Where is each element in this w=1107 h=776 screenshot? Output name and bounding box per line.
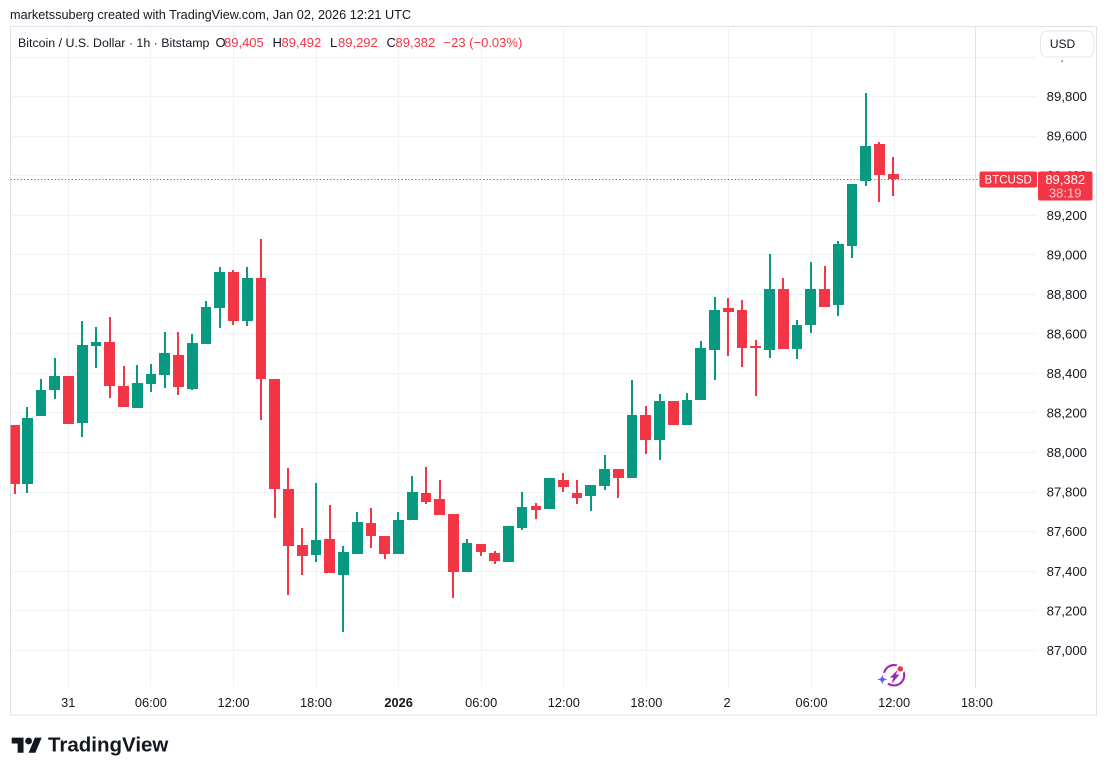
svg-text:06:00: 06:00	[795, 695, 827, 710]
svg-text:87,600: 87,600	[1047, 524, 1087, 539]
svg-text:89,492: 89,492	[282, 35, 322, 50]
svg-text:87,000: 87,000	[1047, 643, 1087, 658]
svg-text:marketssuberg created with Tra: marketssuberg created with TradingView.c…	[10, 8, 411, 22]
svg-text:−23 (−0.03%): −23 (−0.03%)	[444, 35, 523, 50]
svg-text:18:00: 18:00	[300, 695, 332, 710]
svg-text:C: C	[387, 35, 396, 50]
svg-text:89,382: 89,382	[1045, 172, 1085, 187]
svg-text:87,400: 87,400	[1047, 564, 1087, 579]
svg-text:89,382: 89,382	[396, 35, 436, 50]
svg-text:06:00: 06:00	[135, 695, 167, 710]
svg-text:06:00: 06:00	[465, 695, 497, 710]
svg-text:USD: USD	[1050, 37, 1076, 51]
svg-text:12:00: 12:00	[217, 695, 249, 710]
svg-text:88,400: 88,400	[1047, 366, 1087, 381]
svg-text:Bitcoin / U.S. Dollar · 1h · B: Bitcoin / U.S. Dollar · 1h · Bitstamp	[18, 36, 210, 50]
svg-text:18:00: 18:00	[630, 695, 662, 710]
svg-text:12:00: 12:00	[548, 695, 580, 710]
svg-text:18:00: 18:00	[961, 695, 993, 710]
svg-text:87,200: 87,200	[1047, 603, 1087, 618]
svg-text:89,800: 89,800	[1047, 89, 1087, 104]
svg-text:87,800: 87,800	[1047, 485, 1087, 500]
svg-text:31: 31	[61, 695, 75, 710]
svg-text:O: O	[216, 35, 226, 50]
svg-text:89,600: 89,600	[1047, 129, 1087, 144]
svg-text:2026: 2026	[384, 695, 412, 710]
svg-text:89,200: 89,200	[1047, 208, 1087, 223]
svg-text:88,600: 88,600	[1047, 327, 1087, 342]
svg-text:L: L	[330, 35, 337, 50]
svg-text:H: H	[273, 35, 282, 50]
svg-text:2: 2	[723, 695, 730, 710]
svg-text:88,000: 88,000	[1047, 445, 1087, 460]
svg-text:88,800: 88,800	[1047, 287, 1087, 302]
svg-text:88,200: 88,200	[1047, 406, 1087, 421]
svg-text:89,405: 89,405	[224, 35, 264, 50]
svg-text:89,000: 89,000	[1047, 247, 1087, 262]
svg-text:12:00: 12:00	[878, 695, 910, 710]
svg-text:89,292: 89,292	[338, 35, 378, 50]
svg-text:38:19: 38:19	[1049, 185, 1082, 200]
svg-text:BTCUSD: BTCUSD	[985, 175, 1032, 187]
svg-text:TradingView: TradingView	[48, 734, 168, 757]
